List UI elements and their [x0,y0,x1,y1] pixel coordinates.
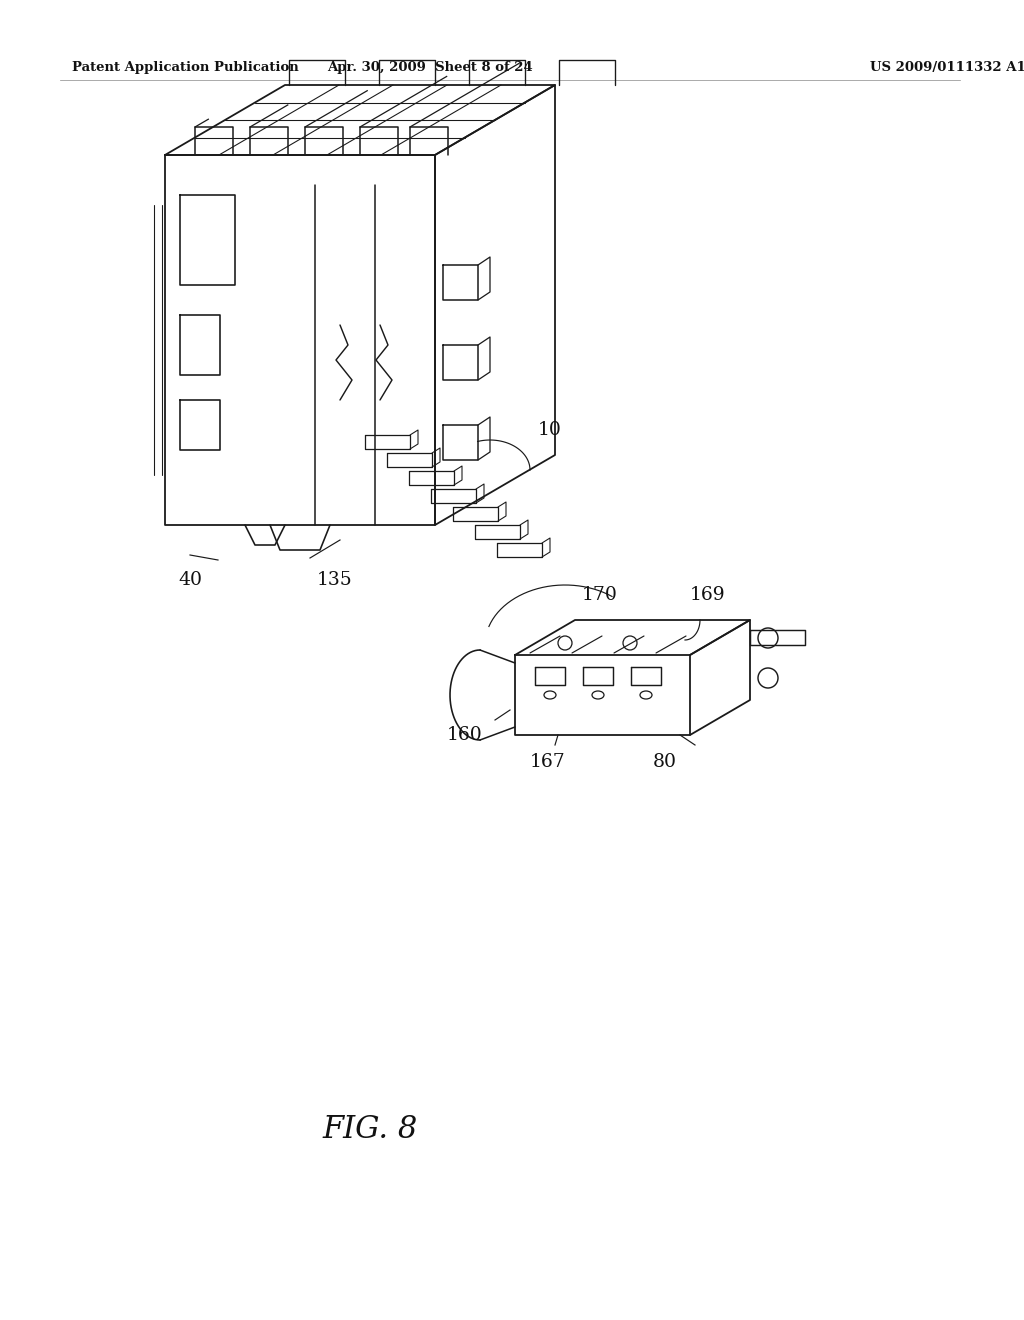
Text: 135: 135 [317,572,353,589]
Text: 40: 40 [178,572,202,589]
Text: Patent Application Publication: Patent Application Publication [72,62,299,74]
Text: US 2009/0111332 A1: US 2009/0111332 A1 [870,62,1024,74]
Text: 80: 80 [653,752,677,771]
Text: 167: 167 [530,752,566,771]
Text: 169: 169 [690,586,726,605]
Text: Apr. 30, 2009  Sheet 8 of 24: Apr. 30, 2009 Sheet 8 of 24 [327,62,532,74]
Text: 170: 170 [582,586,617,605]
Text: 160: 160 [447,726,483,744]
Text: FIG. 8: FIG. 8 [323,1114,418,1146]
Text: 10: 10 [538,421,562,440]
